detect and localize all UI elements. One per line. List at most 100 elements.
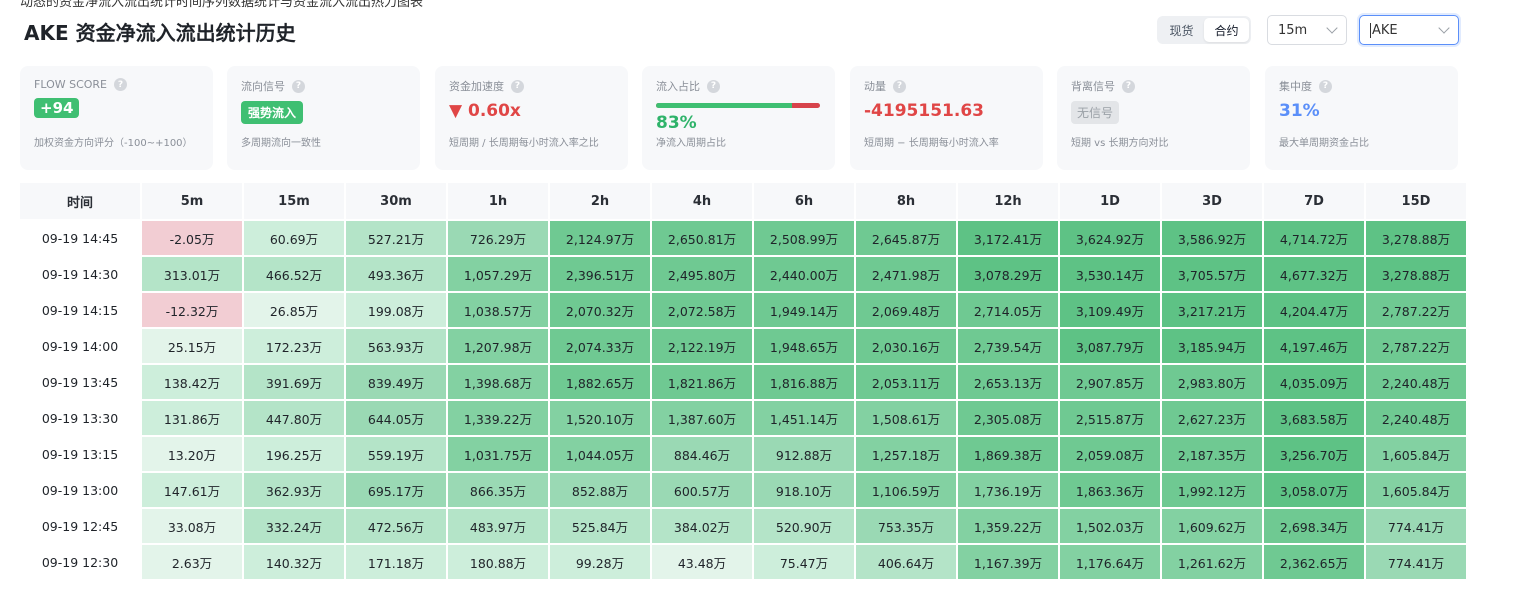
flow-cell: 362.93万 — [244, 473, 344, 507]
flow-cell: 26.85万 — [244, 293, 344, 327]
flow-cell: 4,204.47万 — [1264, 293, 1364, 327]
time-cell: 09-19 14:30 — [20, 257, 140, 291]
flow-cell: 3,705.57万 — [1162, 257, 1262, 291]
flow-cell: 912.88万 — [754, 437, 854, 471]
help-icon[interactable]: ? — [1319, 79, 1332, 93]
flow-cell: 2,440.00万 — [754, 257, 854, 291]
flow-cell: 332.24万 — [244, 509, 344, 543]
card-subtitle: 短期 vs 长期方向对比 — [1071, 138, 1169, 149]
flow-cell: 2,396.51万 — [550, 257, 650, 291]
flow-cell: 99.28万 — [550, 545, 650, 579]
flow-cell: 753.35万 — [856, 509, 956, 543]
time-cell: 09-19 14:45 — [20, 221, 140, 255]
flow-cell: 2,714.05万 — [958, 293, 1058, 327]
column-header: 1D — [1060, 183, 1160, 219]
card-title: 流向信号 — [241, 80, 285, 93]
flow-cell: 1,992.12万 — [1162, 473, 1262, 507]
flow-signal-badge: 强势流入 — [241, 101, 304, 124]
flow-cell: 172.23万 — [244, 329, 344, 363]
card-flow-signal: 流向信号? 强势流入 多周期流向一致性 — [227, 66, 420, 170]
table-row: 09-19 14:15 -12.32万 26.85万 199.08万 1,038.57万… — [20, 293, 1466, 327]
flow-cell: 884.46万 — [652, 437, 752, 471]
inflow-progress-bar — [656, 103, 820, 108]
flow-cell: 2,124.97万 — [550, 221, 650, 255]
flow-cell: 1,869.38万 — [958, 437, 1058, 471]
column-header: 1h — [448, 183, 548, 219]
help-icon[interactable]: ? — [511, 79, 524, 93]
flow-cell: 852.88万 — [550, 473, 650, 507]
card-title: 动量 — [864, 80, 886, 93]
flow-cell: 774.41万 — [1366, 509, 1466, 543]
table-row: 09-19 12:30 2.63万 140.32万 171.18万 180.88万 99.… — [20, 545, 1466, 579]
help-icon[interactable]: ? — [1122, 79, 1135, 93]
flow-cell: 1,359.22万 — [958, 509, 1058, 543]
flow-cell: 918.10万 — [754, 473, 854, 507]
card-title: 背离信号 — [1071, 80, 1115, 93]
flow-cell: 695.17万 — [346, 473, 446, 507]
card-divergence: 背离信号? 无信号 短期 vs 长期方向对比 — [1057, 66, 1250, 170]
time-cell: 09-19 13:30 — [20, 401, 140, 435]
divergence-badge: 无信号 — [1071, 101, 1120, 124]
flow-cell: 131.86万 — [142, 401, 242, 435]
card-subtitle: 短周期 − 长周期每小时流入率 — [864, 138, 999, 149]
flow-cell: 2,983.80万 — [1162, 365, 1262, 399]
flow-cell: 2.63万 — [142, 545, 242, 579]
market-option-spot[interactable]: 现货 — [1169, 23, 1194, 38]
help-icon[interactable]: ? — [114, 78, 128, 91]
flow-cell: 140.32万 — [244, 545, 344, 579]
flow-cell: 644.05万 — [346, 401, 446, 435]
help-icon[interactable]: ? — [707, 79, 720, 93]
flow-cell: 1,736.19万 — [958, 473, 1058, 507]
time-cell: 09-19 13:00 — [20, 473, 140, 507]
flow-cell: 3,058.07万 — [1264, 473, 1364, 507]
timeframe-select[interactable]: 15m — [1267, 15, 1347, 45]
flow-cell: 4,197.46万 — [1264, 329, 1364, 363]
flow-cell: 3,217.21万 — [1162, 293, 1262, 327]
time-cell: 09-19 14:00 — [20, 329, 140, 363]
flow-cell: 2,627.23万 — [1162, 401, 1262, 435]
flow-cell: 1,508.61万 — [856, 401, 956, 435]
flow-cell: 527.21万 — [346, 221, 446, 255]
flow-cell: 13.20万 — [142, 437, 242, 471]
flow-cell: 2,362.65万 — [1264, 545, 1364, 579]
flow-cell: 2,645.87万 — [856, 221, 956, 255]
flow-cell: 2,074.33万 — [550, 329, 650, 363]
flow-cell: 33.08万 — [142, 509, 242, 543]
flow-cell: 726.29万 — [448, 221, 548, 255]
flow-cell: 199.08万 — [346, 293, 446, 327]
flow-cell: -12.32万 — [142, 293, 242, 327]
column-header: 6h — [754, 183, 854, 219]
flow-cell: 43.48万 — [652, 545, 752, 579]
flow-cell: 147.61万 — [142, 473, 242, 507]
card-title: 流入占比 — [656, 80, 700, 93]
flow-cell: 2,787.22万 — [1366, 293, 1466, 327]
flow-cell: 839.49万 — [346, 365, 446, 399]
flow-cell: 2,698.34万 — [1264, 509, 1364, 543]
help-icon[interactable]: ? — [292, 79, 305, 93]
flow-cell: 3,586.92万 — [1162, 221, 1262, 255]
market-option-futures[interactable]: 合约 — [1204, 18, 1249, 42]
flow-cell: 1,605.84万 — [1366, 473, 1466, 507]
flow-cell: 1,207.98万 — [448, 329, 548, 363]
acceleration-value: ▼ 0.60x — [449, 101, 521, 121]
card-title: 集中度 — [1279, 80, 1312, 93]
flow-cell: 1,605.84万 — [1366, 437, 1466, 471]
table-row: 09-19 14:30 313.01万 466.52万 493.36万 1,057.29… — [20, 257, 1466, 291]
column-header: 2h — [550, 183, 650, 219]
flow-cell: 466.52万 — [244, 257, 344, 291]
card-title: FLOW SCORE — [34, 78, 108, 91]
flow-cell: 1,176.64万 — [1060, 545, 1160, 579]
flow-score-value: +94 — [34, 98, 80, 118]
symbol-select[interactable]: AKE — [1359, 15, 1459, 45]
flow-cell: 3,256.70万 — [1264, 437, 1364, 471]
top-cut-text: 动态的资金净流入流出统计时间序列数据统计与资金流入流出热力图表 — [20, 0, 424, 10]
card-inflow-ratio: 流入占比? 83% 净流入周期占比 — [642, 66, 835, 170]
flow-cell: 1,031.75万 — [448, 437, 548, 471]
flow-cell: 2,495.80万 — [652, 257, 752, 291]
flow-cell: 1,882.65万 — [550, 365, 650, 399]
help-icon[interactable]: ? — [893, 79, 906, 93]
chevron-down-icon — [1438, 22, 1450, 34]
flow-cell: -2.05万 — [142, 221, 242, 255]
flow-cell: 2,471.98万 — [856, 257, 956, 291]
flow-cell: 493.36万 — [346, 257, 446, 291]
